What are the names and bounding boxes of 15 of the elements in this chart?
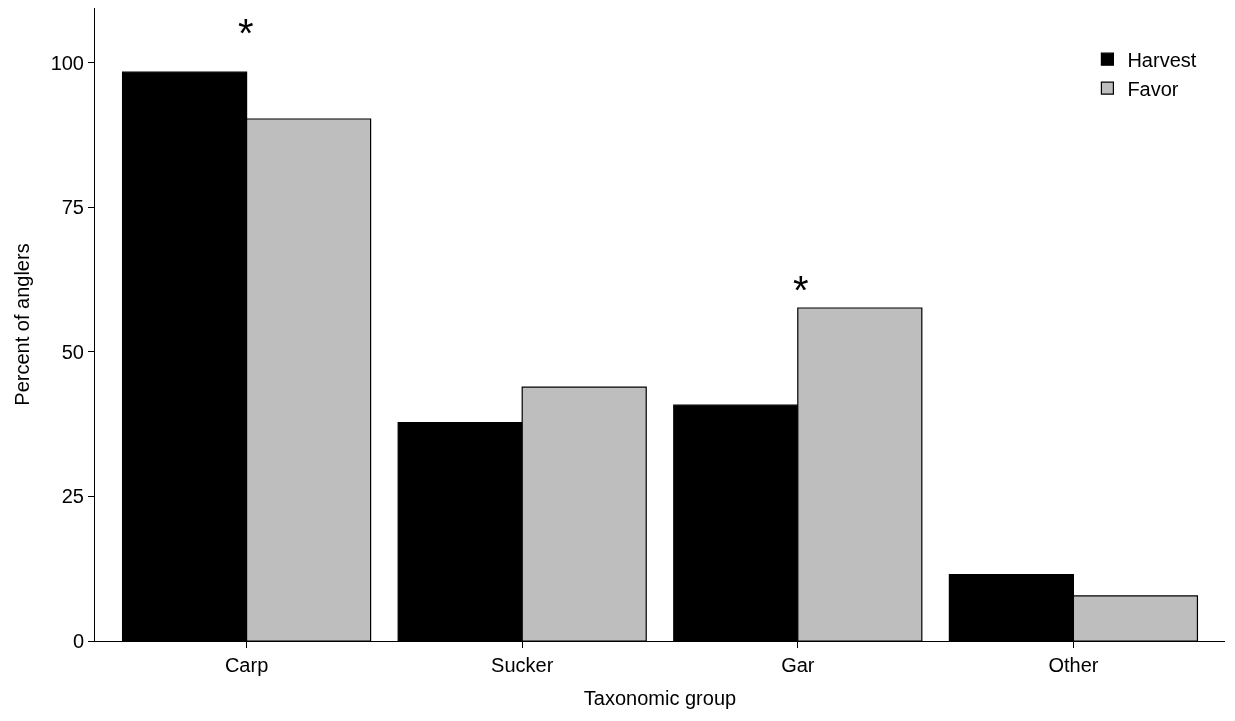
x-tick-label: Gar: [781, 654, 815, 676]
x-tick-label: Sucker: [491, 654, 554, 676]
y-tick-label: 75: [61, 196, 84, 219]
x-tick-label: Other: [1048, 654, 1099, 676]
legend-label: Favor: [1127, 77, 1179, 100]
legend-label: Harvest: [1127, 48, 1197, 71]
y-tick-label: 0: [72, 630, 84, 652]
y-tick-label: 25: [61, 485, 84, 508]
annotation: *: [238, 11, 254, 55]
x-axis-title: Taxonomic group: [583, 686, 737, 709]
y-axis-title: Percent of anglers: [11, 243, 34, 406]
y-tick-label: 50: [61, 340, 84, 363]
x-tick-label: Carp: [224, 654, 269, 676]
y-tick-label: 100: [50, 51, 84, 74]
annotation: *: [793, 268, 809, 312]
